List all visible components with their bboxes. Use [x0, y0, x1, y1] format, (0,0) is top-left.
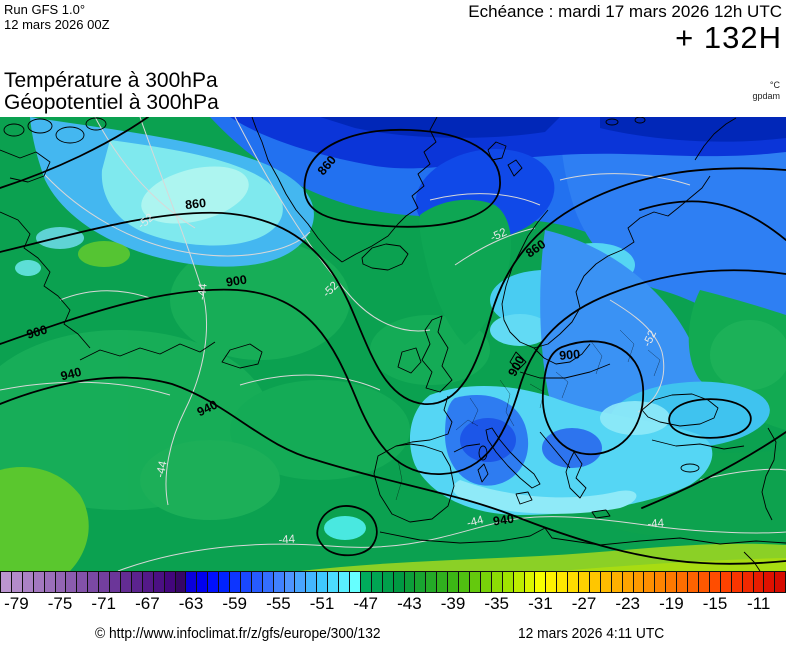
color-scale-tick: -39	[440, 594, 466, 613]
color-scale-tick: -63	[178, 594, 204, 613]
geopotential-label: 900	[25, 323, 49, 342]
run-info: Run GFS 1.0° 12 mars 2026 00Z	[4, 2, 110, 32]
color-scale-tick: -51	[309, 594, 335, 613]
color-scale-bar	[0, 571, 786, 593]
mediterranean-light-cyan	[453, 480, 637, 514]
color-scale-tick: -27	[571, 594, 597, 613]
copyright-url: © http://www.infoclimat.fr/z/gfs/europe/…	[95, 625, 381, 642]
color-scale-tick: -31	[528, 594, 553, 613]
green-mottling	[0, 240, 490, 520]
run-date-label: 12 mars 2026 00Z	[4, 17, 110, 32]
color-scale-tick: -23	[615, 594, 640, 613]
color-scale-tick: -67	[135, 594, 160, 613]
units-legend: °C gpdam	[752, 80, 780, 102]
temperature-label: -44	[154, 459, 169, 478]
color-scale-tick: -15	[702, 594, 728, 613]
arctic-darker-core2	[600, 117, 786, 142]
yg-patch	[78, 241, 130, 267]
arctic-darker-core1	[320, 117, 560, 138]
aegean-blue	[542, 428, 602, 468]
coastlines	[0, 117, 786, 571]
color-scale-tick: -35	[484, 594, 509, 613]
southwest-yellowgreen	[0, 467, 89, 571]
color-scale-tick: -71	[91, 594, 116, 613]
forecast-valid-time: Echéance : mardi 17 mars 2026 12h UTC	[468, 2, 782, 21]
weather-map: 860 860 860 900 900 900 900 940 940 940 -52 -52 -52…	[0, 117, 786, 571]
parameter-title: Température à 300hPa Géopotentiel à 300h…	[4, 70, 219, 114]
geopotential-label: 900	[559, 347, 581, 363]
parameter-title-geopotential: Géopotentiel à 300hPa	[4, 91, 219, 114]
south-yellowgreen-lower	[560, 558, 786, 571]
unit-geo-label: gpdam	[752, 91, 780, 101]
temperature-label: -44	[647, 517, 665, 530]
med-light-patch	[600, 401, 670, 435]
color-scale-tick: -75	[47, 594, 73, 613]
color-scale-tick: -43	[397, 594, 422, 613]
norwegian-green-wedge	[419, 199, 512, 345]
geopotential-contours	[0, 117, 786, 565]
east-blue-column	[560, 117, 786, 340]
color-scale-tick: -19	[659, 594, 684, 613]
temperature-contours	[0, 117, 786, 571]
color-scale-tick-labels: -79 -75 -71 -67 -63 -59 -55 -51 -47 -43 -39 -35 -31-…	[0, 593, 786, 618]
color-scale-tick: -79	[4, 594, 29, 613]
run-model-label: Run GFS 1.0°	[4, 2, 86, 17]
parameter-title-temperature: Température à 300hPa	[4, 69, 218, 92]
russia-green-core	[710, 320, 786, 390]
small-cyan-spot2	[15, 260, 41, 276]
color-scale-tick: -11	[747, 594, 771, 613]
geopotential-label: 940	[59, 365, 83, 384]
color-scale-tick: -59	[222, 594, 247, 613]
footer: © http://www.infoclimat.fr/z/gfs/europe/…	[0, 618, 786, 648]
geopotential-label: 860	[184, 196, 206, 212]
temperature-label: -44	[196, 282, 209, 300]
geopotential-label: 940	[492, 512, 515, 529]
temperature-label: -44	[466, 514, 486, 530]
color-scale-tick: -47	[353, 594, 378, 613]
generation-datetime: 12 mars 2026 4:11 UTC	[518, 625, 665, 642]
color-scale-tick: -55	[266, 594, 291, 613]
temperature-label: -44	[278, 533, 296, 546]
atlantic-cutoff-cyan	[324, 516, 366, 540]
geopotential-label: 900	[225, 272, 248, 289]
lead-time-label: + 132H	[675, 20, 782, 55]
unit-temp-label: °C	[769, 80, 780, 90]
color-scale-segment	[774, 571, 786, 593]
